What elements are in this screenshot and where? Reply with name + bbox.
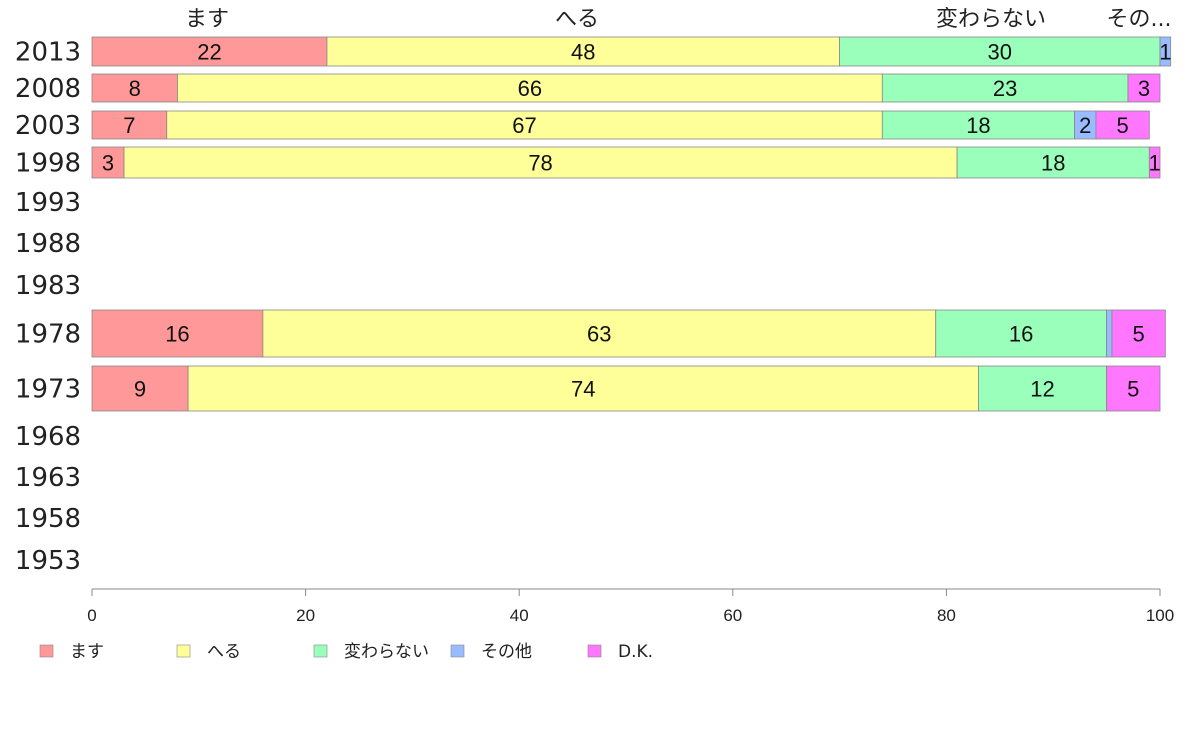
legend-swatch [176,644,191,658]
legend-label: ます [70,642,104,662]
bar-segment [1095,110,1150,140]
data-label: 22 [197,40,221,65]
data-label: 5 [1133,322,1145,347]
bar-segment [839,36,1161,67]
bar-segment [262,309,937,358]
data-label: 3 [1138,76,1150,101]
legend-swatch [587,644,602,658]
bar-segment [91,365,189,412]
bar-segment [1106,309,1113,358]
data-label: 67 [512,113,536,138]
bar-segment [881,73,1129,103]
year-label: 2003 [15,111,81,141]
bar-segment [187,365,979,412]
bar-segment [1111,309,1166,358]
data-label: 1 [1149,151,1161,176]
column-label: へる [555,7,599,32]
data-label: 18 [966,113,990,138]
legend-swatch [313,644,328,658]
data-label: 16 [1009,322,1033,347]
bar-segment [956,146,1150,179]
year-label: 1993 [15,188,81,218]
bar-segment [1127,73,1161,103]
year-label: 1978 [15,320,81,350]
legend-label: その他 [481,642,532,662]
column-label: その... [1107,7,1172,32]
x-tick-label: 0 [87,606,96,625]
year-label: 1983 [15,271,81,301]
data-label: 7 [123,113,135,138]
bar-segment [1159,36,1172,67]
bar-segment [177,73,883,103]
bar-segment [91,110,168,140]
data-label: 74 [571,377,595,402]
x-tick-label: 20 [296,606,315,625]
year-label: 1973 [15,375,81,405]
bar-segment [91,146,125,179]
data-label: 63 [587,322,611,347]
year-label: 1963 [15,463,81,493]
data-label: 23 [993,76,1017,101]
column-header-labels: ます へる 変わらない その... [185,7,1172,32]
bar-area: 22 48 30 18 66 23 37 67 18 2 53 78 18 116 63 16 59 74 12 5 [91,36,1172,412]
data-label: 30 [988,40,1012,65]
legend-swatch [39,644,54,658]
bar-segment [91,36,328,67]
bar-segment [91,309,264,358]
bar-segment [935,309,1107,358]
data-label: 18 [1041,151,1065,176]
data-label: 48 [571,40,595,65]
legend-label: 変わらない [344,642,429,662]
bar-segment [166,110,883,140]
year-label: 1953 [15,546,81,576]
x-axis: 0 20 40 60 80 100 [87,588,1174,625]
data-label: 66 [518,76,542,101]
x-tick-label: 80 [937,606,956,625]
year-label: 2008 [15,74,81,104]
legend-label: D.K. [618,642,653,662]
column-label: ます [185,7,229,32]
data-label: 3 [102,151,114,176]
year-label: 1968 [15,422,81,452]
bar-segment [881,110,1075,140]
bar-segment [978,365,1108,412]
x-tick-label: 40 [510,606,529,625]
year-label: 1958 [15,504,81,534]
year-label: 1998 [15,149,81,179]
legend-label: へる [207,642,241,662]
data-label: 2 [1079,113,1091,138]
year-label: 2013 [15,38,81,68]
data-label: 5 [1127,377,1139,402]
legend: ます へる 変わらない その他 D.K. [39,642,653,662]
data-label: 1 [1159,40,1171,65]
year-label: 1988 [15,229,81,259]
column-label: 変わらない [936,7,1046,32]
legend-swatch [450,644,465,658]
data-label: 12 [1030,377,1054,402]
x-tick-label: 60 [723,606,742,625]
bar-segment [1148,146,1161,179]
x-tick-label: 100 [1146,606,1174,625]
data-label: 5 [1116,113,1128,138]
data-label: 8 [129,76,141,101]
bar-segment [326,36,841,67]
year-axis-labels: 2013 2008 2003 1998 1993 1988 1983 1978 1973 1968… [15,38,81,577]
bar-segment [1106,365,1161,412]
data-label: 9 [134,377,146,402]
data-label: 16 [165,322,189,347]
data-label: 78 [528,151,552,176]
